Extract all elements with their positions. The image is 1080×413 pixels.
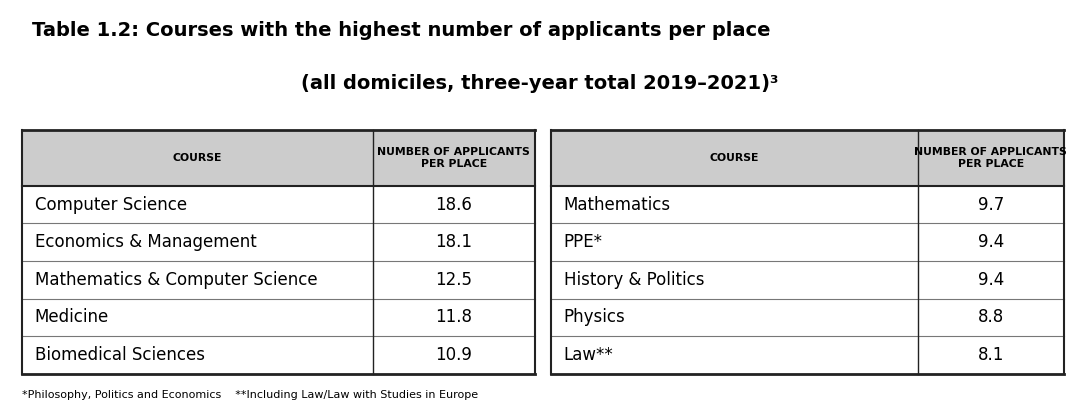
Text: Computer Science: Computer Science	[35, 196, 187, 214]
Bar	[22, 130, 535, 186]
Text: Medicine: Medicine	[35, 309, 109, 326]
Text: Mathematics & Computer Science: Mathematics & Computer Science	[35, 271, 318, 289]
Text: COURSE: COURSE	[173, 153, 222, 163]
Bar	[551, 223, 1064, 261]
Bar	[22, 261, 535, 299]
Text: History & Politics: History & Politics	[564, 271, 704, 289]
Bar	[22, 186, 535, 223]
Text: NUMBER OF APPLICANTS
PER PLACE: NUMBER OF APPLICANTS PER PLACE	[915, 147, 1067, 169]
Bar	[551, 130, 1064, 186]
Bar	[22, 299, 535, 336]
Bar	[551, 261, 1064, 299]
Text: 9.4: 9.4	[977, 233, 1003, 251]
Bar	[551, 299, 1064, 336]
Text: 18.1: 18.1	[435, 233, 472, 251]
Text: 8.1: 8.1	[977, 346, 1004, 364]
Text: 18.6: 18.6	[435, 196, 472, 214]
Text: Physics: Physics	[564, 309, 625, 326]
Text: NUMBER OF APPLICANTS
PER PLACE: NUMBER OF APPLICANTS PER PLACE	[377, 147, 530, 169]
Bar	[551, 336, 1064, 374]
Text: Mathematics: Mathematics	[564, 196, 671, 214]
Text: 8.8: 8.8	[977, 309, 1003, 326]
Text: 12.5: 12.5	[435, 271, 472, 289]
Text: (all domiciles, three-year total 2019–2021)³: (all domiciles, three-year total 2019–20…	[301, 74, 779, 93]
Text: Table 1.2: Courses with the highest number of applicants per place: Table 1.2: Courses with the highest numb…	[32, 21, 771, 40]
Text: Economics & Management: Economics & Management	[35, 233, 256, 251]
Text: 10.9: 10.9	[435, 346, 472, 364]
Text: Biomedical Sciences: Biomedical Sciences	[35, 346, 204, 364]
Bar	[22, 223, 535, 261]
Text: 11.8: 11.8	[435, 309, 472, 326]
Text: 9.7: 9.7	[977, 196, 1003, 214]
Bar	[22, 336, 535, 374]
Text: PPE*: PPE*	[564, 233, 603, 251]
Bar	[551, 186, 1064, 223]
Text: COURSE: COURSE	[710, 153, 759, 163]
Text: 9.4: 9.4	[977, 271, 1003, 289]
Text: *Philosophy, Politics and Economics    **Including Law/Law with Studies in Europ: *Philosophy, Politics and Economics **In…	[22, 390, 477, 400]
Text: Law**: Law**	[564, 346, 613, 364]
